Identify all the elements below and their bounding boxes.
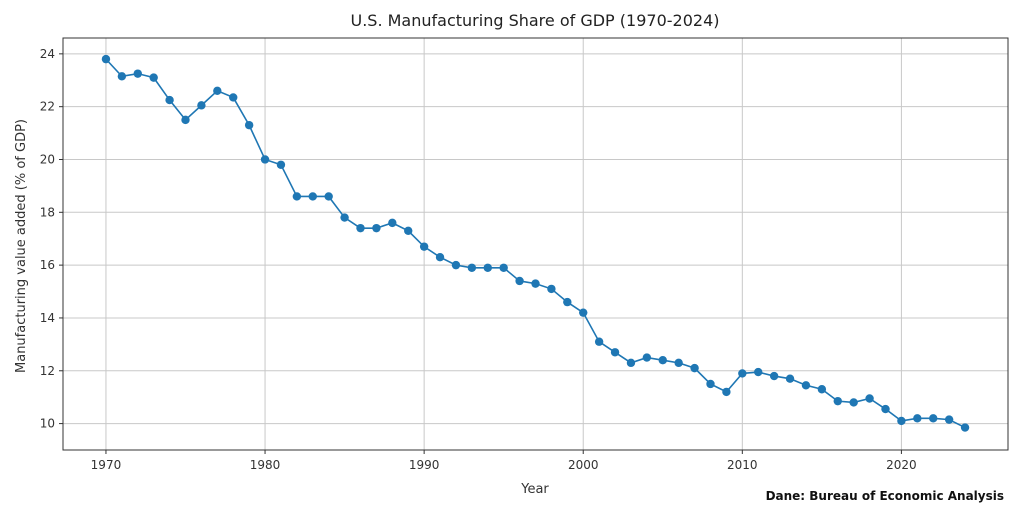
data-point bbox=[626, 358, 636, 368]
y-tick-label: 24 bbox=[40, 47, 55, 61]
data-point bbox=[388, 218, 397, 228]
data-series bbox=[101, 54, 970, 432]
data-point bbox=[579, 308, 588, 317]
data-point bbox=[738, 369, 747, 378]
x-tick-label: 2000 bbox=[568, 458, 599, 472]
data-point bbox=[499, 263, 508, 272]
plot-frame bbox=[62, 37, 1009, 451]
y-tick-label: 16 bbox=[40, 258, 55, 272]
data-point bbox=[642, 353, 652, 362]
data-point bbox=[785, 374, 795, 383]
x-tick-label: 1980 bbox=[250, 458, 281, 472]
y-axis-label: Manufacturing value added (% of GDP) bbox=[14, 119, 29, 373]
y-tick-label: 20 bbox=[40, 152, 55, 166]
data-point bbox=[531, 279, 540, 288]
data-point bbox=[419, 242, 429, 251]
grid bbox=[63, 38, 1008, 450]
y-tick-label: 14 bbox=[40, 311, 55, 325]
data-point bbox=[340, 213, 349, 222]
data-point bbox=[897, 416, 906, 426]
x-tick-label: 1970 bbox=[91, 458, 122, 472]
data-point bbox=[276, 160, 286, 169]
data-point bbox=[610, 348, 620, 357]
data-point bbox=[960, 423, 970, 432]
data-point bbox=[547, 284, 556, 294]
data-point bbox=[833, 396, 842, 406]
data-point bbox=[801, 381, 811, 390]
data-point bbox=[944, 415, 954, 424]
axes: 1970 1980 1990 2000 2010 2020 10 12 14 16 18 20 22 24 bbox=[40, 37, 1009, 472]
data-point bbox=[101, 54, 111, 64]
data-point bbox=[769, 371, 779, 381]
data-point bbox=[849, 398, 858, 407]
data-point bbox=[929, 414, 938, 423]
y-tick-label: 10 bbox=[40, 417, 55, 431]
data-point bbox=[404, 226, 413, 235]
data-point bbox=[244, 120, 254, 130]
data-point bbox=[197, 101, 206, 110]
data-point bbox=[229, 93, 238, 102]
data-point bbox=[706, 379, 715, 389]
data-point bbox=[881, 404, 890, 414]
x-tick-label: 2020 bbox=[886, 458, 917, 472]
data-point bbox=[117, 72, 127, 81]
data-point bbox=[260, 155, 270, 164]
data-point bbox=[690, 363, 699, 373]
x-tick-label: 2010 bbox=[727, 458, 758, 472]
data-point bbox=[213, 86, 222, 96]
y-tick-label: 12 bbox=[40, 364, 55, 378]
x-axis-label: Year bbox=[520, 482, 549, 497]
data-point bbox=[467, 263, 477, 272]
data-point bbox=[483, 263, 492, 272]
data-point bbox=[722, 387, 731, 397]
data-point bbox=[674, 358, 683, 368]
data-point bbox=[308, 192, 317, 201]
source-note: Dane: Bureau of Economic Analysis bbox=[766, 489, 1004, 503]
data-point bbox=[865, 394, 874, 403]
data-point bbox=[594, 337, 604, 346]
data-point bbox=[563, 297, 572, 307]
data-point bbox=[817, 385, 827, 394]
data-point bbox=[324, 192, 333, 201]
data-point bbox=[165, 95, 174, 105]
data-point bbox=[356, 223, 365, 233]
data-point bbox=[913, 414, 922, 423]
x-tick-label: 1990 bbox=[409, 458, 440, 472]
data-point bbox=[181, 115, 190, 125]
y-tick-label: 22 bbox=[40, 100, 55, 114]
data-point bbox=[133, 69, 142, 78]
series-line bbox=[105, 58, 966, 429]
data-point bbox=[435, 253, 445, 262]
data-point bbox=[372, 223, 381, 233]
data-point bbox=[292, 192, 302, 201]
data-point bbox=[754, 367, 763, 377]
data-point bbox=[149, 73, 158, 82]
chart-title: U.S. Manufacturing Share of GDP (1970-20… bbox=[351, 11, 720, 30]
data-point bbox=[451, 260, 461, 270]
data-point bbox=[515, 276, 524, 286]
data-point bbox=[658, 356, 667, 365]
y-tick-label: 18 bbox=[40, 205, 55, 219]
